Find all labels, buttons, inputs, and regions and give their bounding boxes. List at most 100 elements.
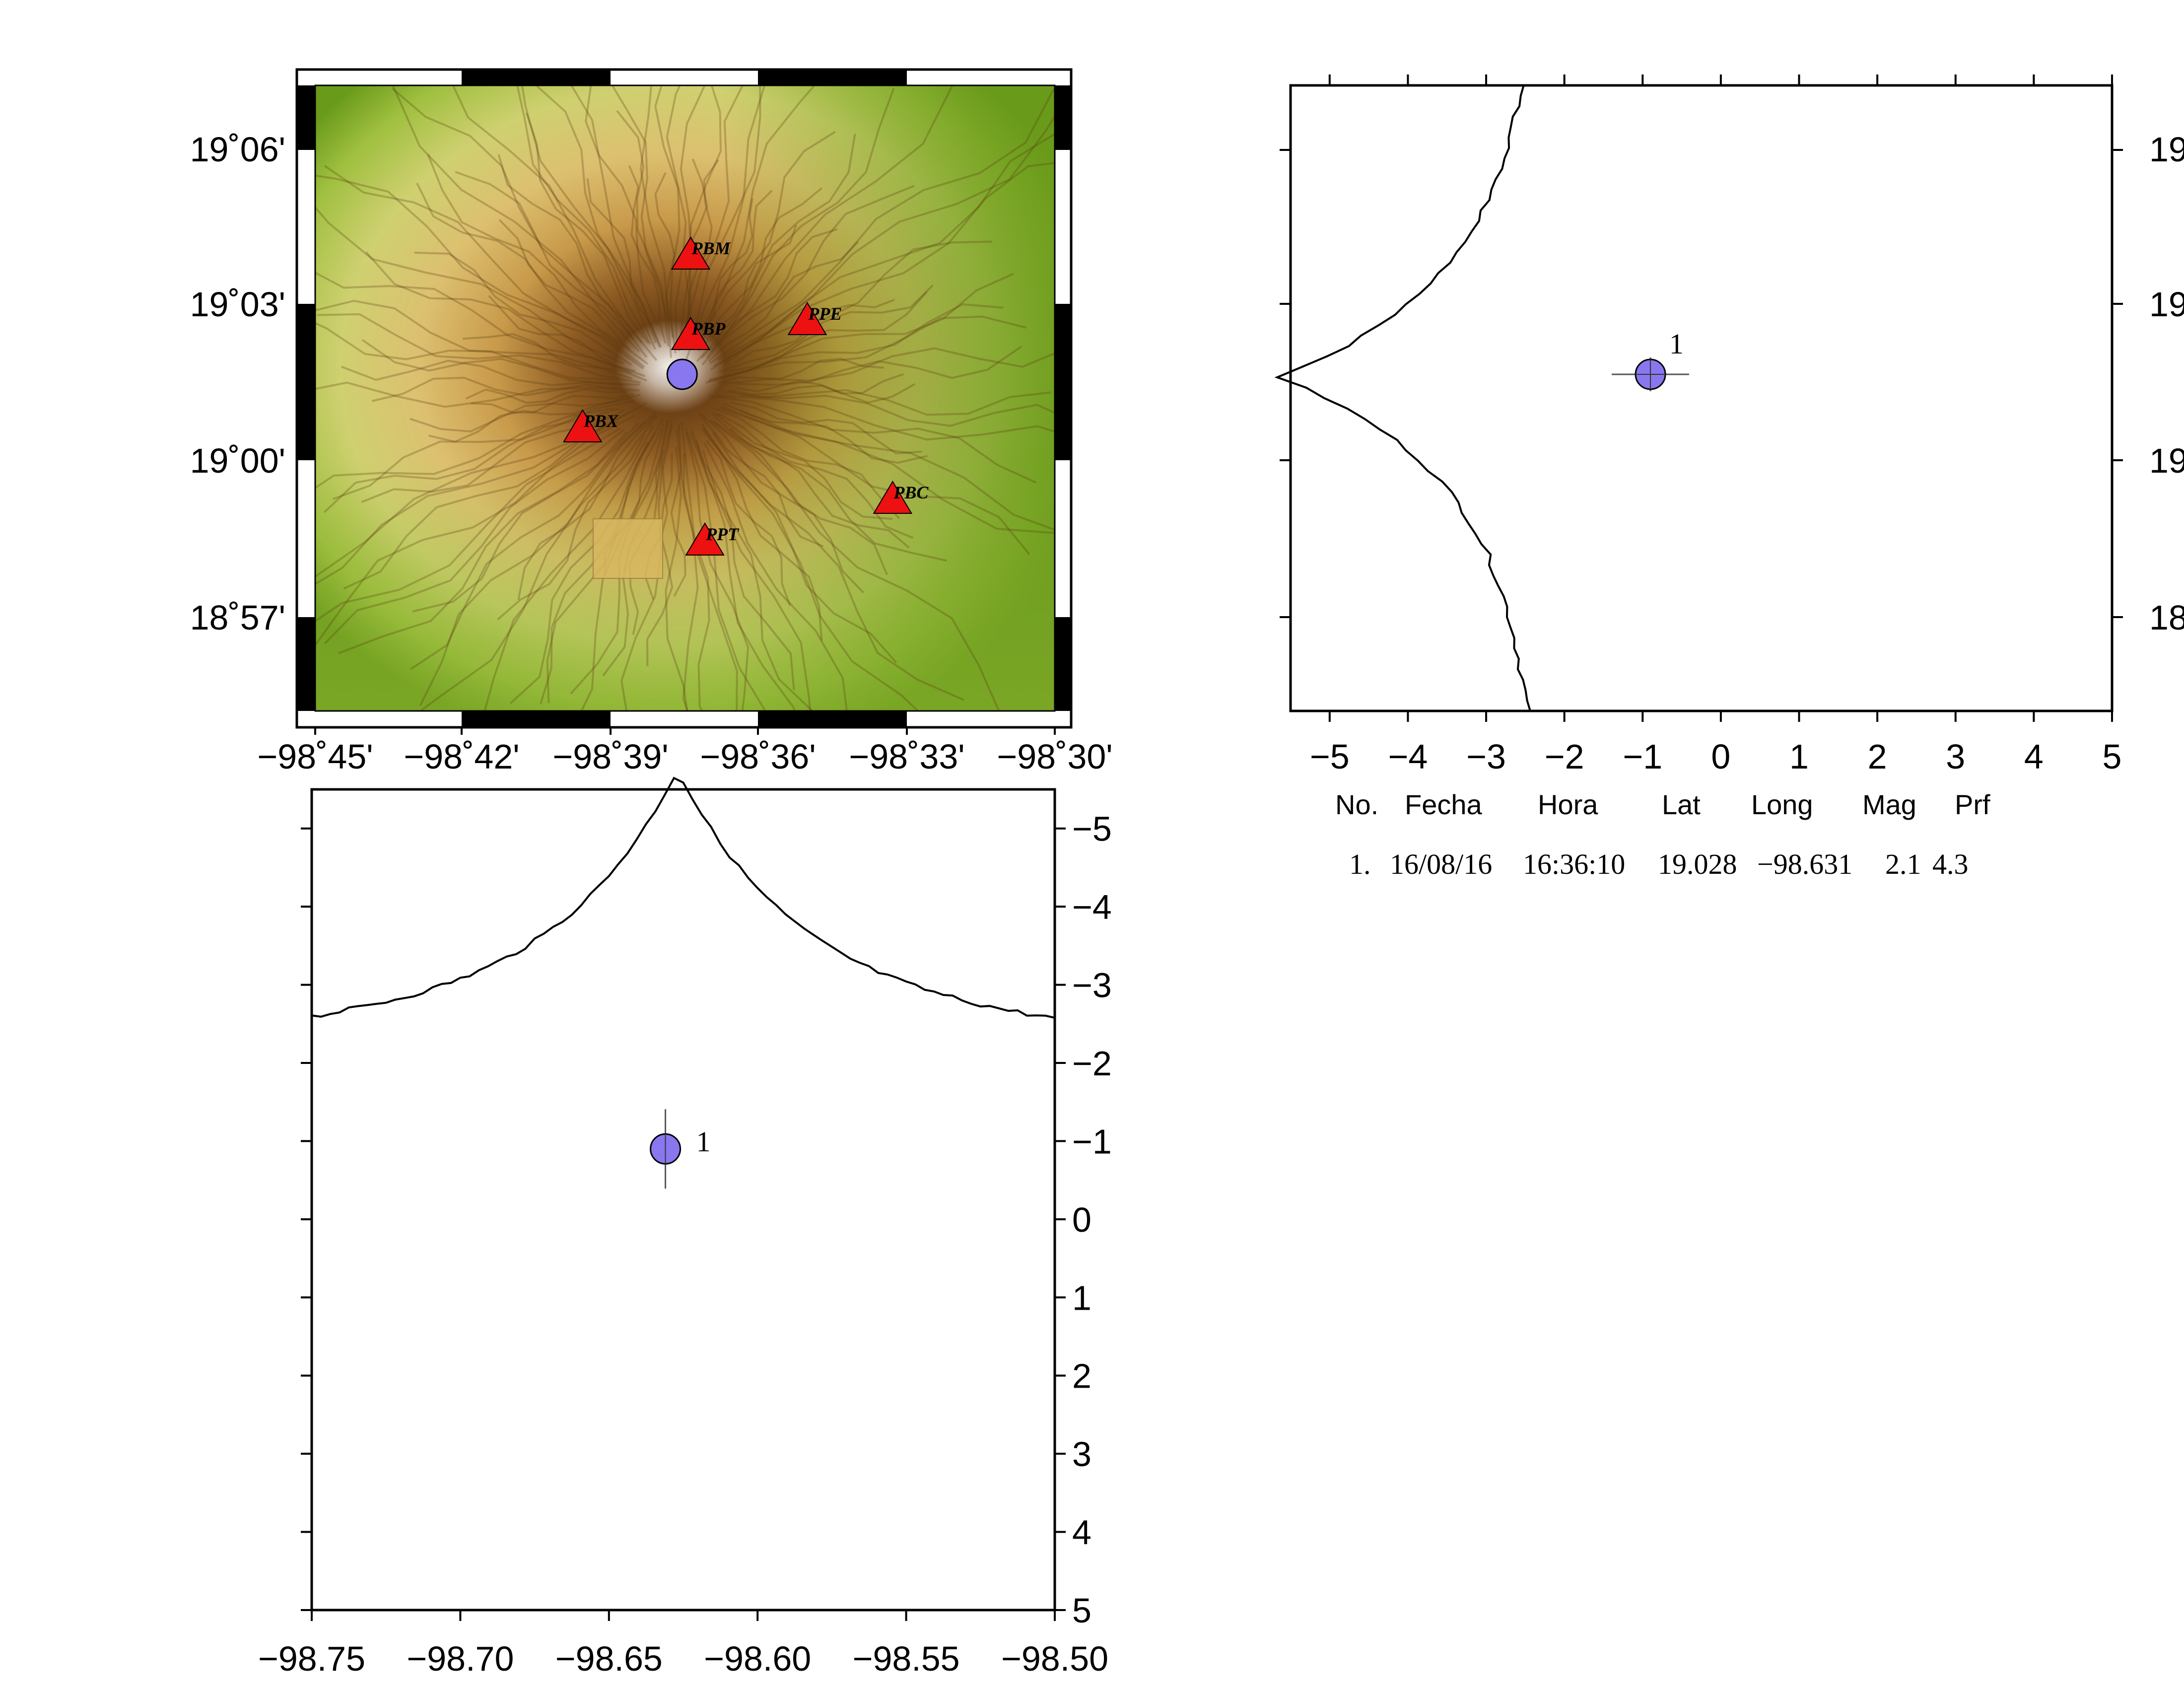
lat-y-axis: 19 19 19 18 [2149, 130, 2184, 637]
map-x-tick-label: −98˚36' [700, 737, 816, 776]
lat-y-tick-label: 18 [2149, 598, 2184, 637]
station-label: PBP [691, 319, 726, 339]
relief-ridge [700, 85, 816, 332]
lon-y-axis: −5 −4 −3 −2 −1 0 1 2 3 4 5 [1072, 810, 1112, 1630]
relief-ridge [723, 347, 1055, 385]
relief-ridge [570, 85, 662, 348]
longitude-topography-profile [311, 776, 1055, 1019]
relief-ridge [616, 110, 670, 347]
relief-ridge [585, 85, 659, 326]
relief-ridge [712, 420, 888, 575]
lat-panel-ticks [1280, 74, 2123, 722]
relief-ridge [463, 333, 647, 382]
lat-events: 1 [1612, 328, 1690, 391]
map-frame-bar [758, 711, 907, 727]
relief-ridge [699, 190, 773, 342]
relief-ridge [535, 85, 657, 344]
map-x-tick-label: −98˚45' [257, 737, 373, 776]
relief-ridge [315, 271, 632, 374]
relief-ridge [324, 165, 645, 368]
station-label: PPE [808, 304, 842, 324]
lon-panel-ticks [301, 827, 1066, 1621]
catalog-row: 1. 16/08/16 16:36:10 19.028 −98.631 2.1 … [1349, 848, 1969, 880]
lat-y-tick-label: 19 [2149, 441, 2184, 480]
lon-y-tick-label: 1 [1072, 1278, 1092, 1317]
relief-ridge [361, 339, 640, 386]
relief-ridge [741, 394, 1055, 427]
relief-ridge [698, 413, 824, 548]
relief-ridge [709, 224, 797, 343]
relief-ridge [323, 408, 619, 513]
map-frame-bar [462, 70, 611, 85]
relief-ridge [717, 114, 1055, 361]
map-y-tick-label: 19˚06' [190, 130, 285, 169]
lat-x-tick-label: 0 [1711, 737, 1730, 776]
lon-y-tick-label: −1 [1072, 1122, 1112, 1161]
map-frame-bar [1055, 617, 1071, 711]
relief-ridge [708, 241, 859, 362]
relief-ridge [410, 420, 646, 670]
relief-ridge [315, 322, 612, 381]
lon-y-tick-label: 2 [1072, 1357, 1092, 1396]
relief-ridge [428, 398, 622, 443]
lat-x-tick-label: 3 [1946, 737, 1965, 776]
relief-ridge [682, 85, 722, 341]
lat-x-tick-label: 2 [1868, 737, 1887, 776]
relief-ridge [620, 419, 674, 711]
catalog-header-lat: Lat [1662, 789, 1701, 820]
relief-ridge [717, 412, 914, 539]
map-frame-bar [1055, 304, 1071, 460]
map-stations: PBM PBP PPE PBX PBC PPT [562, 236, 929, 556]
lon-y-tick-label: 0 [1072, 1200, 1092, 1239]
map-y-tick-label: 18˚57' [190, 598, 285, 637]
relief-ridge [696, 133, 856, 362]
relief-ridge [701, 428, 823, 641]
lat-plot-border [1289, 84, 2114, 712]
lon-y-tick-label: −3 [1072, 966, 1112, 1005]
relief-ridge [419, 412, 657, 706]
station-marker [671, 236, 711, 270]
lon-x-tick-label: −98.50 [1001, 1639, 1108, 1678]
lat-y-tick-label: 19 [2149, 285, 2184, 324]
relief-ridge [665, 447, 688, 711]
lat-x-tick-label: −2 [1545, 737, 1584, 776]
relief-ridge [736, 373, 904, 395]
relief-ridge [709, 88, 1055, 364]
station-label: PBM [691, 238, 731, 258]
catalog-cell-no: 1. [1349, 848, 1371, 880]
lon-plot-border [310, 788, 1056, 1612]
map-frame-bar [297, 617, 315, 711]
lon-y-tick-label: 4 [1072, 1513, 1092, 1552]
latitude-depth-panel: −5 −4 −3 −2 −1 0 1 2 3 4 5 19 19 19 18 1 [1274, 74, 2184, 776]
relief-ridge [580, 428, 665, 711]
relief-ridge [324, 428, 625, 644]
relief-ridge [723, 402, 928, 464]
relief-ridge [497, 154, 643, 344]
relief-ridge [713, 133, 1055, 367]
relief-ridge [737, 346, 1022, 386]
lon-y-tick-label: −5 [1072, 810, 1112, 848]
relief-ridge [712, 407, 900, 519]
station-marker [671, 317, 711, 350]
catalog-cell-long: −98.631 [1757, 848, 1852, 880]
lon-y-tick-label: −4 [1072, 888, 1112, 926]
relief-ridge [654, 85, 681, 353]
relief-ridge [611, 85, 672, 358]
lon-event-label: 1 [696, 1125, 711, 1158]
relief-ridge [315, 299, 632, 380]
map-x-tick-label: −98˚30' [997, 737, 1112, 776]
relief-ridge [709, 419, 1000, 711]
map-x-tick-label: −98˚39' [552, 737, 668, 776]
map-panel: −98˚45' −98˚42' −98˚39' −98˚36' −98˚33' … [190, 68, 1113, 776]
relief-ridge [315, 174, 644, 370]
relief-ridge [509, 441, 649, 704]
map-x-tick-label: −98˚33' [849, 737, 964, 776]
relief-ridge [315, 206, 624, 364]
relief-ridge [391, 85, 640, 352]
map-quarry-patch [593, 518, 663, 579]
relief-ridge [525, 112, 649, 344]
lat-x-tick-label: −5 [1310, 737, 1350, 776]
relief-ridge [704, 187, 823, 345]
relief-ridge [410, 394, 641, 433]
lon-y-tick-label: −2 [1072, 1044, 1112, 1083]
